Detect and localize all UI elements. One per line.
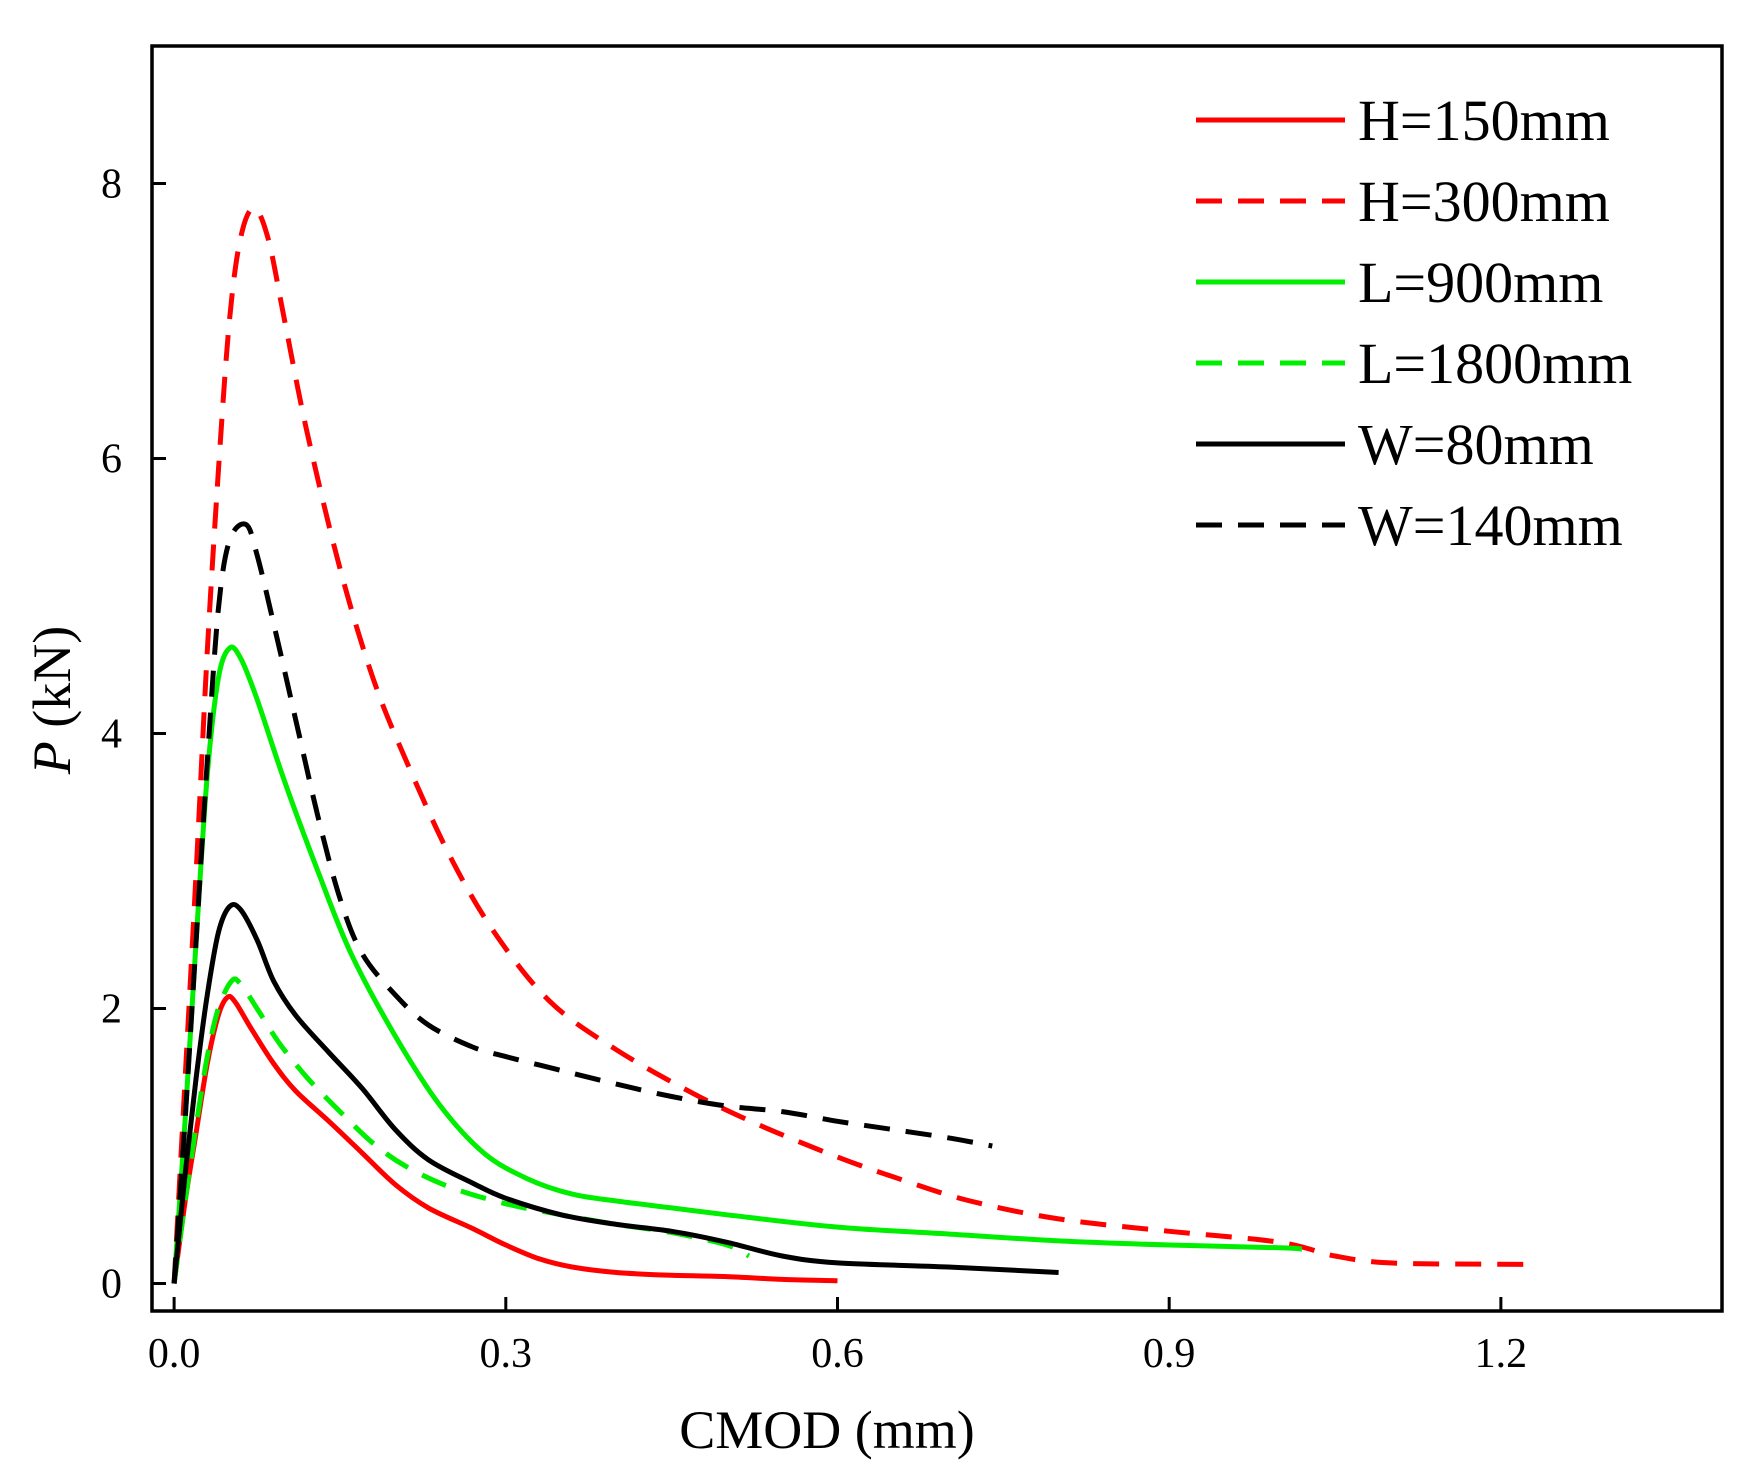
y-tick-label: 4 [101, 712, 122, 758]
series-line-0 [171, 993, 838, 1284]
x-tick-label: 0.3 [480, 1331, 533, 1377]
y-axis-label: P (kN) [22, 626, 82, 775]
series-line-4 [171, 902, 1059, 1284]
x-tick-label: 0.6 [811, 1331, 864, 1377]
series-layer [171, 205, 1535, 1284]
y-axis-label-unit: (kN) [22, 626, 82, 741]
x-tick-label: 0.0 [148, 1331, 201, 1377]
legend-label: W=80mm [1358, 412, 1594, 477]
series-line-5 [171, 521, 993, 1284]
y-axis-label-var: P [22, 741, 82, 775]
legend-label: L=900mm [1358, 250, 1603, 315]
x-tick-label: 1.2 [1475, 1331, 1528, 1377]
y-tick-label: 2 [101, 987, 122, 1033]
y-tick-label: 6 [101, 437, 122, 483]
legend: H=150mm H=300mm L=900mm L=1800mm W=80mm W=140… [1196, 88, 1632, 558]
x-axis-label: CMOD (mm) [679, 1400, 975, 1460]
legend-label: L=1800mm [1358, 331, 1632, 396]
series-line-2 [171, 644, 1303, 1284]
legend-label: H=300mm [1358, 169, 1610, 234]
ticks-layer: 0.0 0.3 0.6 0.9 1.2 0 2 4 6 8 [101, 162, 1527, 1378]
y-tick-label: 8 [101, 162, 122, 208]
y-tick-label: 0 [101, 1262, 122, 1308]
legend-label: H=150mm [1358, 88, 1610, 153]
plot-frame [150, 44, 1724, 1313]
series-line-1 [171, 205, 1535, 1284]
x-tick-label: 0.9 [1143, 1331, 1196, 1377]
legend-label: W=140mm [1358, 493, 1623, 558]
